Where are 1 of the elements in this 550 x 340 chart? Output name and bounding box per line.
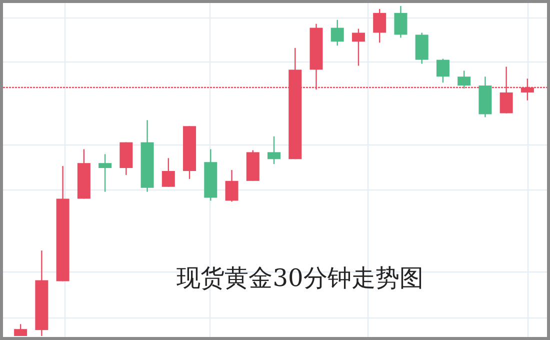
title: 现货黄金30分钟走势图	[176, 264, 424, 292]
